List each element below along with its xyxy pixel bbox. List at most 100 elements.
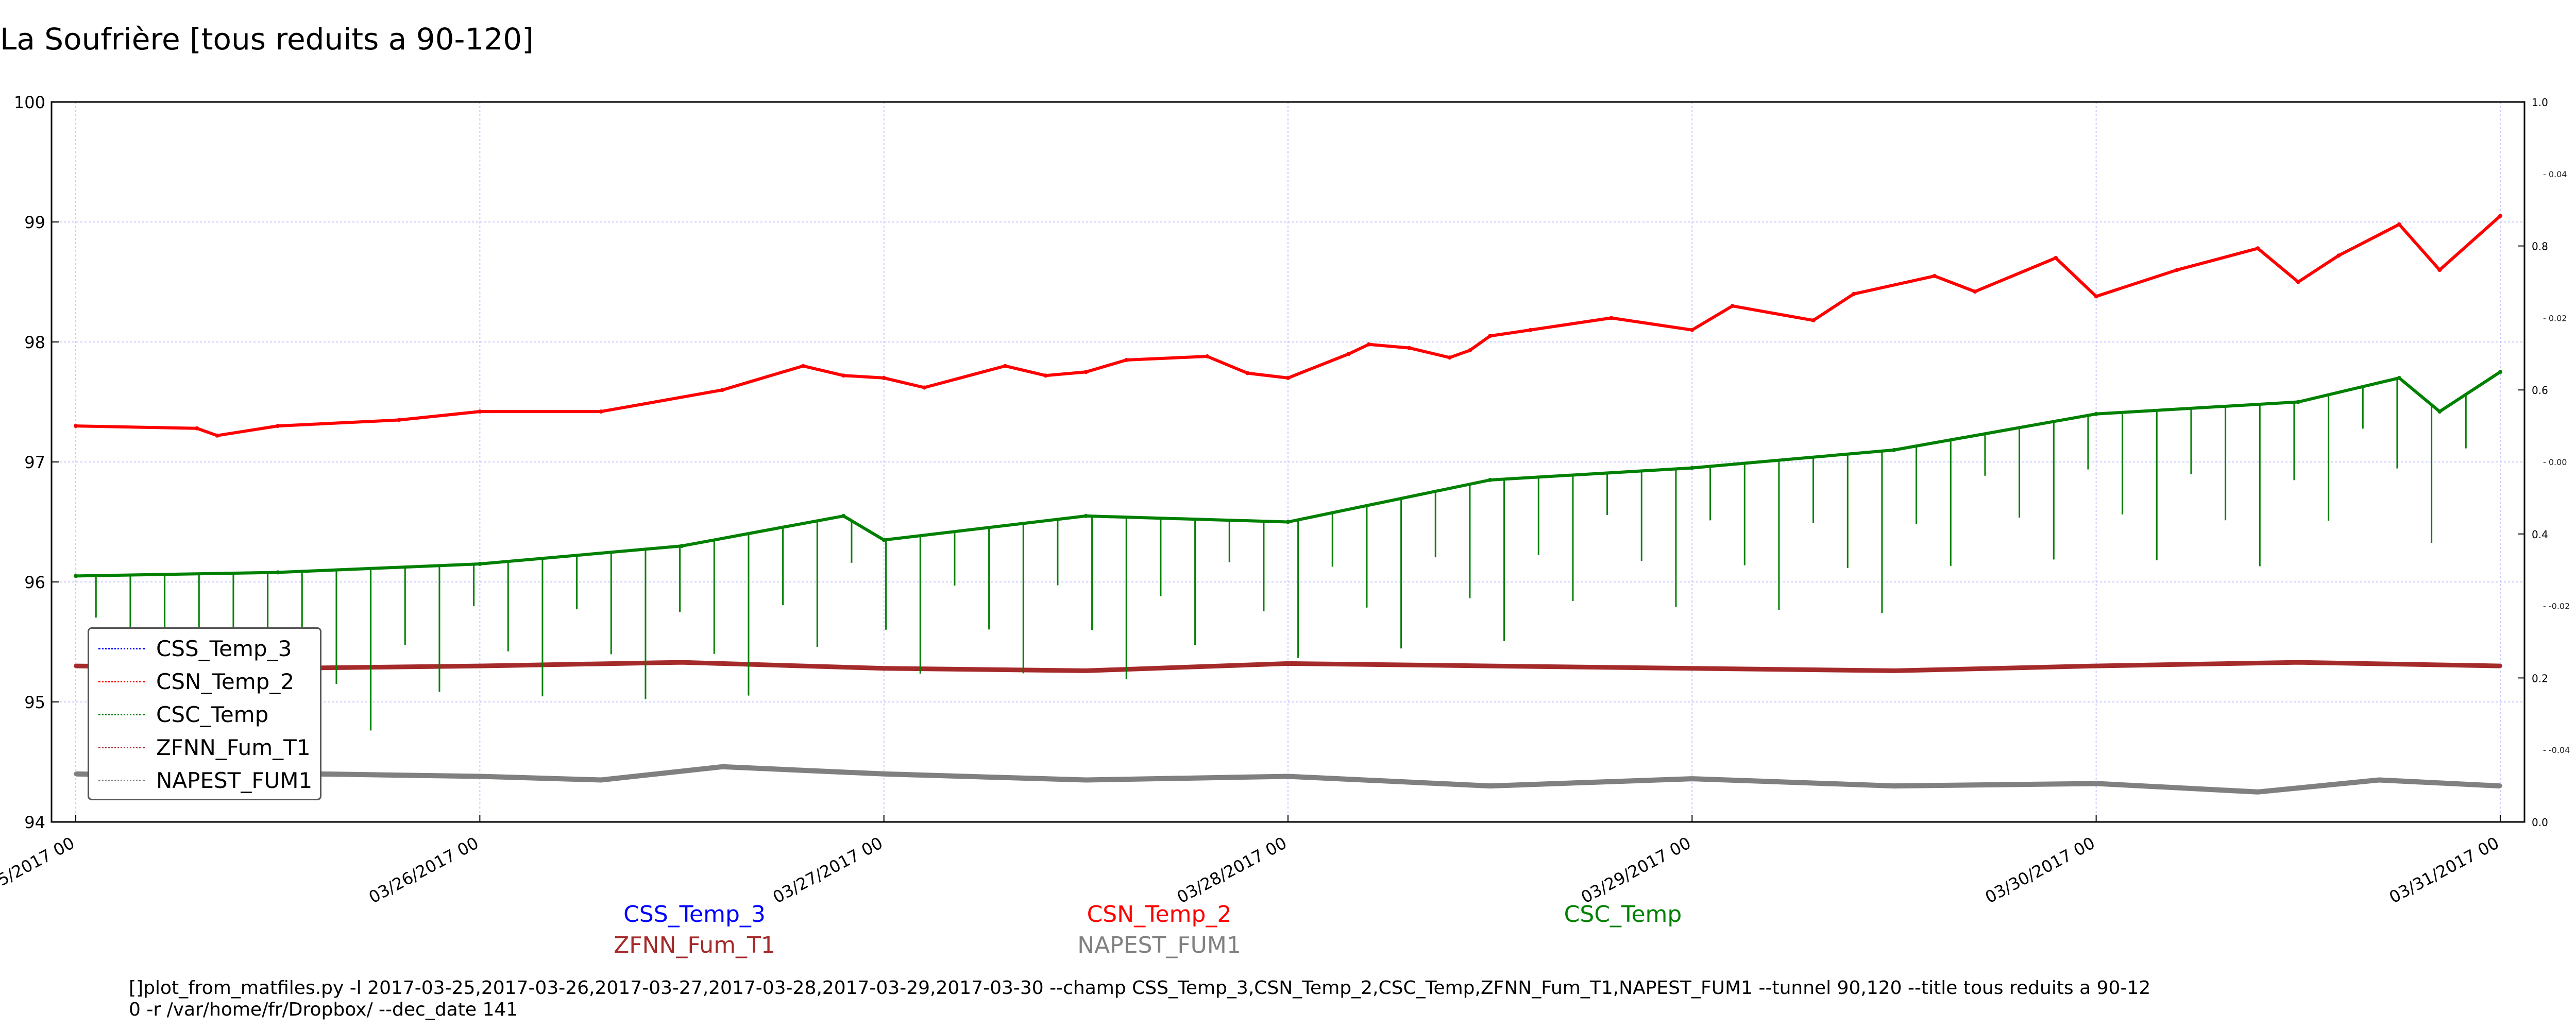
grid-layer	[52, 101, 2524, 822]
data-point	[922, 385, 927, 390]
y-tick-label: 100	[14, 93, 45, 112]
data-point	[680, 660, 684, 665]
data-point	[1346, 352, 1351, 356]
data-point	[680, 544, 684, 548]
data-point	[882, 771, 886, 776]
data-point	[1083, 370, 1088, 374]
data-point	[276, 424, 280, 428]
data-point	[2094, 781, 2098, 786]
data-point	[2397, 222, 2401, 227]
data-point	[1690, 328, 1694, 332]
data-point	[74, 664, 78, 668]
data-point	[1286, 774, 1290, 779]
data-point	[2498, 664, 2502, 668]
data-point	[2256, 246, 2260, 251]
legend-item: CSN_Temp_2	[89, 666, 320, 698]
data-point	[2296, 660, 2300, 665]
data-point	[1892, 668, 1896, 673]
data-point	[1892, 448, 1896, 452]
y-tick-label: 94	[24, 813, 45, 832]
axis-layer: 94 95 96 97 98 99 100 03/25/2017 00 03/26/2017 0…	[0, 93, 2570, 907]
legend-label: CSS_Temp_3	[156, 636, 292, 661]
right-tick-label: 0.4	[2532, 528, 2548, 541]
data-point	[882, 666, 886, 671]
data-point	[2094, 664, 2098, 668]
inner-right-tick-label: - -0.02	[2543, 602, 2570, 611]
y-tick-label: 98	[24, 333, 45, 352]
chart-title: La Soufrière [tous reduits a 90-120]	[0, 22, 534, 57]
data-point	[2498, 214, 2502, 218]
legend-swatch	[98, 780, 145, 781]
data-point	[1730, 304, 1735, 308]
right-tick-label: 0.0	[2532, 816, 2548, 829]
data-point	[195, 426, 199, 431]
footer-series-name: ZFNN_Fum_T1	[614, 932, 775, 958]
data-point	[1003, 364, 1007, 368]
legend-label: NAPEST_FUM1	[156, 768, 313, 793]
series-line-csn-temp-2	[76, 215, 2501, 437]
data-point	[1083, 513, 1088, 518]
data-point	[276, 570, 280, 575]
x-tick-label: 03/25/2017 00	[0, 833, 78, 907]
x-tick-label: 03/27/2017 00	[770, 833, 886, 907]
legend-item: CSS_Temp_3	[89, 633, 320, 665]
data-point	[1488, 334, 1493, 338]
footer-series-name: NAPEST_FUM1	[1077, 932, 1241, 958]
data-point	[1286, 661, 1290, 666]
legend-label: CSN_Temp_2	[156, 669, 295, 694]
data-point	[1932, 273, 1937, 278]
legend-item: ZFNN_Fum_T1	[89, 732, 320, 764]
right-tick-label: 0.2	[2532, 672, 2548, 684]
inner-right-tick-label: - 0.02	[2543, 313, 2567, 323]
data-point	[1467, 348, 1472, 353]
data-point	[2296, 280, 2300, 284]
data-point	[801, 364, 805, 368]
x-tick-label: 03/30/2017 00	[1982, 833, 2098, 907]
data-point	[397, 418, 401, 422]
y-tick-label: 97	[24, 453, 45, 472]
footer-series-name: CSS_Temp_3	[623, 901, 766, 928]
data-point	[2498, 370, 2502, 374]
data-point	[1124, 357, 1129, 362]
series-layer	[74, 214, 2502, 795]
series-line-csc-temp	[76, 370, 2501, 578]
legend-item: NAPEST_FUM1	[89, 765, 320, 797]
data-point	[1488, 664, 1493, 668]
footer-series-name: CSC_Temp	[1564, 901, 1682, 928]
data-point	[720, 764, 724, 769]
inner-right-tick-label: - -0.04	[2543, 745, 2570, 755]
data-point	[882, 375, 886, 380]
data-point	[2437, 409, 2442, 414]
data-point	[841, 373, 846, 378]
data-point	[1690, 466, 1694, 470]
data-point	[1690, 777, 1694, 781]
legend-swatch	[98, 648, 145, 649]
data-point	[599, 409, 603, 414]
data-point	[2094, 411, 2098, 416]
data-point	[1083, 668, 1088, 673]
right-tick-label: 0.6	[2532, 384, 2548, 397]
data-point	[74, 574, 78, 578]
data-point	[215, 433, 219, 438]
data-point	[2256, 789, 2260, 794]
legend-label: ZFNN_Fum_T1	[156, 735, 311, 760]
data-point	[1245, 371, 1250, 375]
legend-item: CSC_Temp	[89, 699, 320, 731]
data-point	[720, 388, 724, 392]
data-point	[2336, 253, 2341, 258]
data-point	[2397, 375, 2401, 380]
series-line-napest-fum1	[76, 764, 2501, 795]
data-point	[1447, 355, 1452, 360]
data-point	[1892, 784, 1896, 788]
inner-right-tick-label: - 0.04	[2543, 169, 2567, 179]
x-tick-label: 03/29/2017 00	[1578, 833, 1694, 907]
data-point	[2054, 255, 2058, 260]
data-point	[478, 664, 482, 668]
command-line-text: []plot_from_matfiles.py -l 2017-03-25,20…	[129, 977, 2151, 1020]
data-point	[1690, 666, 1694, 671]
data-point	[478, 562, 482, 566]
data-point	[1043, 373, 1048, 378]
right-tick-label: 1.0	[2532, 96, 2548, 109]
data-point	[1852, 291, 1856, 296]
data-point	[2296, 400, 2300, 404]
